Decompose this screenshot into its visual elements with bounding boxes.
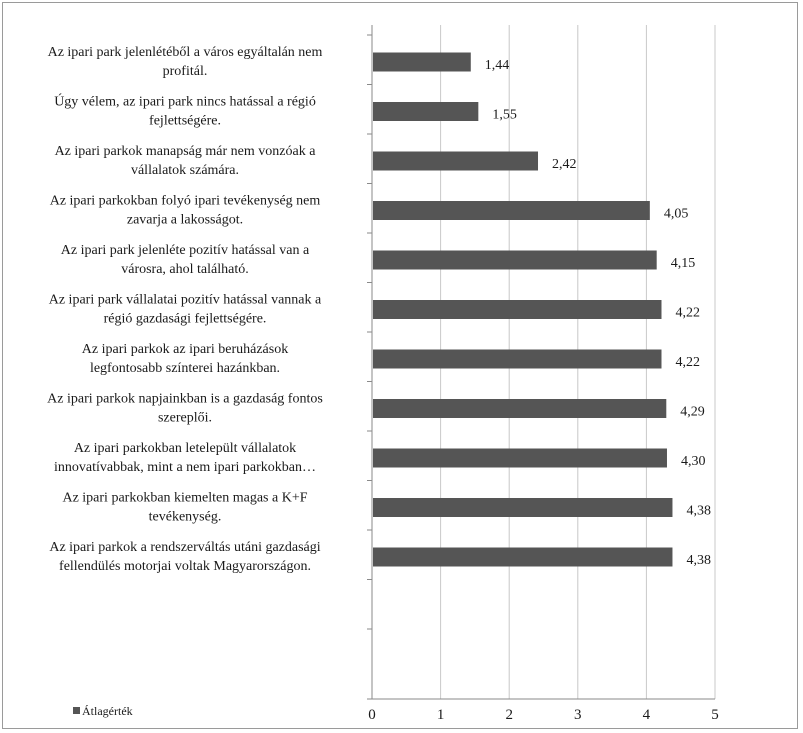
data-label: 1,44 <box>485 58 510 73</box>
data-label: 2,42 <box>552 157 577 172</box>
x-tick-label: 4 <box>643 707 651 723</box>
category-label: Az ipari parkokban folyó ipari tevékenys… <box>50 194 321 228</box>
bar <box>373 448 667 468</box>
data-label: 4,22 <box>675 355 700 370</box>
x-tick-label: 0 <box>368 707 376 723</box>
data-label: 4,30 <box>681 454 706 469</box>
category-label: Az ipari parkok a rendszerváltás utáni g… <box>49 540 320 574</box>
data-label: 4,29 <box>680 405 705 420</box>
x-tick-label: 3 <box>574 707 582 723</box>
x-tick-label: 5 <box>711 707 719 723</box>
data-label: 1,55 <box>492 108 516 123</box>
bar <box>373 201 650 220</box>
category-label: Az ipari parkok napjainkban is a gazdasá… <box>47 392 323 426</box>
bar <box>373 349 662 369</box>
category-label: Az ipari parkok az ipari beruházások legf… <box>82 342 288 376</box>
data-label: 4,15 <box>671 256 696 271</box>
legend-label: Átlagérték <box>82 704 133 718</box>
data-label: 4,38 <box>686 553 711 568</box>
category-label: Úgy vélem, az ipari park nincs hatással … <box>54 93 316 129</box>
category-label: Az ipari parkokban letelepült vállalatok… <box>54 441 316 475</box>
data-label: 4,38 <box>686 504 711 519</box>
data-label: 4,05 <box>664 207 689 222</box>
bar <box>373 399 667 418</box>
x-tick-label: 1 <box>437 707 445 723</box>
category-label: Az ipari park vállalatai pozitív hatássa… <box>49 293 322 327</box>
bar <box>373 151 539 171</box>
category-label: Az ipari parkokban kiemelten magas a K+F… <box>62 491 307 525</box>
bar <box>373 250 657 270</box>
bar <box>373 52 471 72</box>
bar <box>373 498 673 517</box>
bar <box>373 300 662 319</box>
bar <box>373 102 479 121</box>
bar <box>373 547 673 567</box>
bar-chart: 0 1 2 3 4 5 Az ipari park jelenlétéből a város… <box>47 25 719 723</box>
data-label: 4,22 <box>675 306 700 321</box>
legend-swatch <box>73 707 80 714</box>
category-label: Az ipari park jelenlétéből a város egyál… <box>48 45 323 79</box>
category-label: Az ipari parkok manapság már nem vonzóak… <box>55 144 317 178</box>
x-tick-label: 2 <box>505 707 513 723</box>
category-label: Az ipari park jelenléte pozitív hatással… <box>61 243 310 277</box>
